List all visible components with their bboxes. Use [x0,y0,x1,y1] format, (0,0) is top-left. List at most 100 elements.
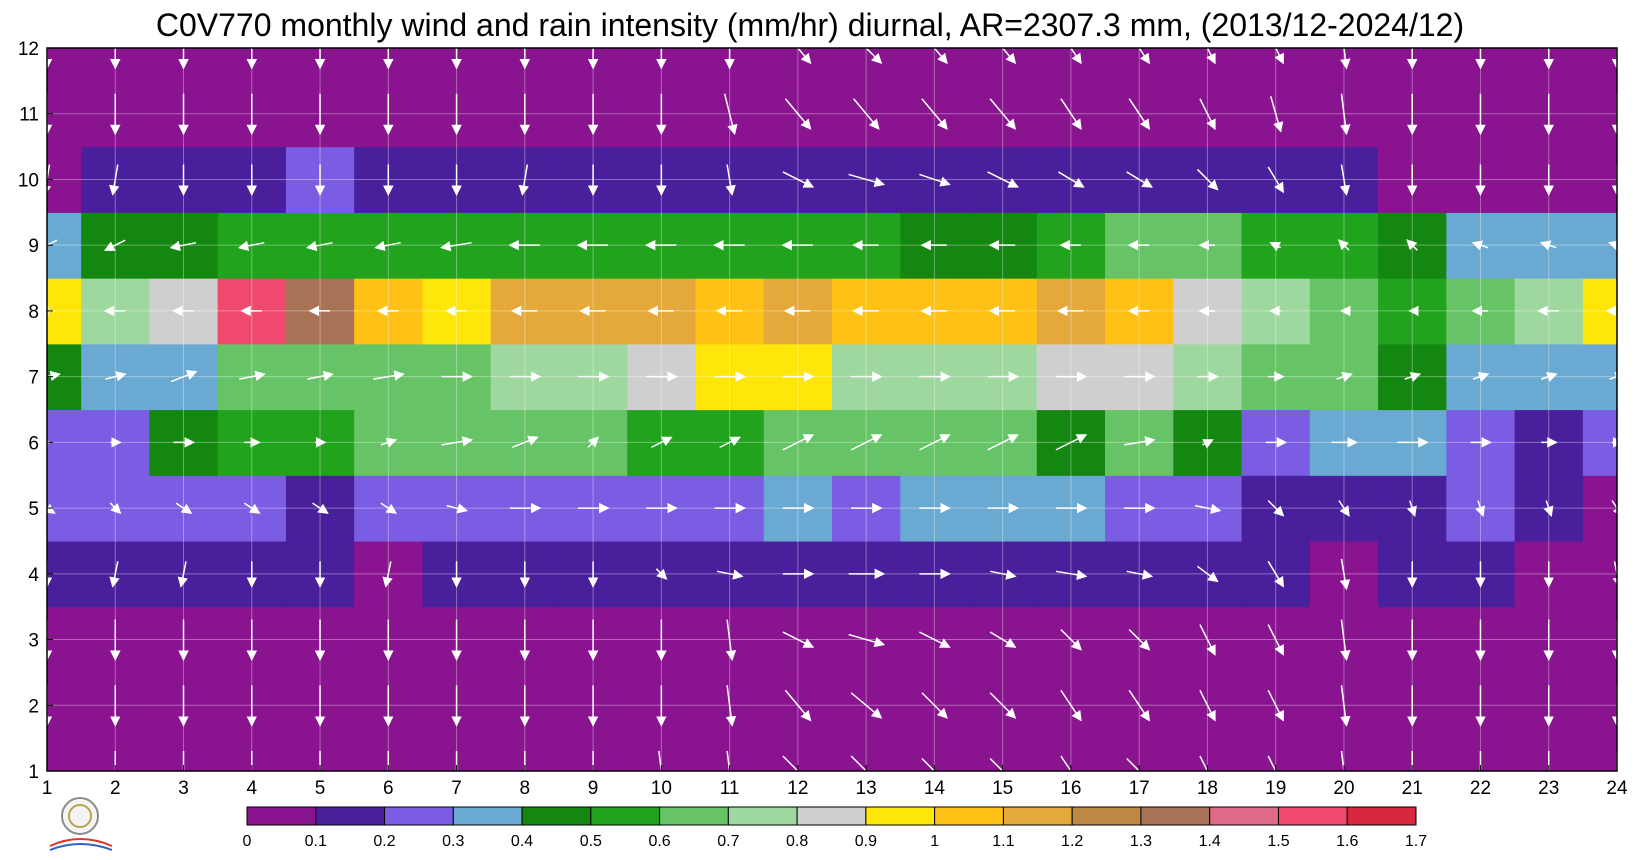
wind-arrow [725,164,736,196]
colorbar-label: 1.5 [1267,833,1289,850]
wind-arrow [850,755,868,771]
y-tick-label: 10 [18,170,39,191]
y-tick-label: 1 [28,762,39,783]
wind-arrow [1269,96,1284,133]
wind-arrow [655,568,668,580]
colorbar-label: 0 [243,833,252,850]
wind-arrow [47,370,61,382]
wind-arrow [1055,434,1088,451]
wind-arrow [1337,239,1350,251]
wind-arrow [380,502,398,514]
y-tick-label: 3 [28,631,39,652]
wind-arrow [1267,560,1284,588]
colorbar-swatch [1209,806,1279,826]
heatmap-cell [1105,48,1174,82]
plot-frame [46,47,1618,772]
x-tick-label: 4 [246,778,257,799]
x-tick-label: 13 [856,778,877,799]
lab-logo [49,797,113,851]
y-tick-label: 4 [28,565,39,586]
colorbar-swatch [796,806,867,826]
wind-arrow [850,692,883,719]
heatmap-cell [1582,672,1617,739]
colorbar-swatch [659,806,729,826]
lab-logo-seal [61,797,99,835]
y-tick-label: 8 [28,302,39,323]
wind-arrow [1060,98,1082,130]
x-axis-ticks: 1 2 3 4 5 6 7 8 9 10 11 12 13 14 15 16 17 18 19 20 21 22 23 24 [42,765,1628,799]
x-tick-label: 19 [1265,778,1286,799]
wind-arrow [518,164,529,196]
wind-arrow [1199,624,1216,656]
wind-arrow [1269,242,1282,252]
wind-arrow [105,371,127,382]
wind-arrow [1541,372,1558,382]
wind-arrow [109,164,120,196]
colorbar-label: 0.6 [648,833,670,850]
wind-arrow [784,98,812,130]
wind-arrow [1340,93,1351,136]
heatmap-cell [900,48,970,82]
heatmap-cells [47,48,1617,771]
y-tick-label: 7 [28,368,39,389]
wind-arrow [1199,689,1216,722]
wind-arrow [175,502,193,514]
wind-arrow [1058,171,1085,188]
wind-arrow [848,173,886,188]
colorbar-swatch [1071,806,1142,826]
wind-arrow [1194,503,1222,514]
wind-arrow [726,750,731,771]
wind-arrow [1406,500,1417,518]
wind-arrow [782,755,799,771]
wind-arrow [170,370,198,383]
colorbar-label: 0.5 [580,833,602,850]
wind-arrow [1340,619,1351,662]
wind-arrow [723,93,738,136]
colorbar-label: 0.3 [442,833,464,850]
wind-arrow [1060,689,1082,722]
wind-arrows [47,48,1617,771]
wind-arrow [1128,629,1151,651]
colorbar-swatch [315,806,386,826]
wind-arrow [848,633,886,648]
wind-arrow [989,692,1017,719]
wind-arrow [1199,755,1209,771]
colorbar-swatch [1346,806,1417,826]
colorbar-swatch [1277,806,1348,826]
heatmap-cell [1582,146,1617,213]
wind-arrow [587,436,600,448]
wind-arrow [853,98,880,130]
wind-arrow [373,370,405,381]
wind-arrow [719,436,741,449]
wind-arrow [177,561,188,588]
x-tick-label: 15 [992,778,1013,799]
wind-arrow [237,240,265,252]
colorbar-label: 0.7 [717,833,739,850]
colorbar-swatch [865,806,936,826]
colorbar-swatch [521,806,592,826]
wind-arrow [440,241,472,252]
heatmap-cell [1582,409,1617,476]
colorbar-swatch [590,806,661,826]
wind-arrow [1199,98,1216,131]
wind-arrow [382,561,393,588]
wind-arrow [239,370,266,382]
wind-arrow [109,502,122,515]
wind-arrow [1612,561,1617,588]
wind-arrow [1471,240,1489,251]
wind-arrow [1060,755,1072,771]
wind-arrow [446,503,469,514]
wind-arrow [989,757,1004,771]
y-tick-label: 12 [18,39,39,60]
chart-title: C0V770 monthly wind and rain intensity (… [156,7,1464,43]
wind-arrow [1340,750,1345,771]
wind-arrow [725,685,737,727]
wind-arrow [989,98,1017,130]
wind-arrow [1128,689,1151,722]
x-tick-label: 10 [651,778,672,799]
y-tick-label: 9 [28,236,39,257]
colorbar-swatch [1140,806,1211,826]
wind-arrow [169,240,197,252]
